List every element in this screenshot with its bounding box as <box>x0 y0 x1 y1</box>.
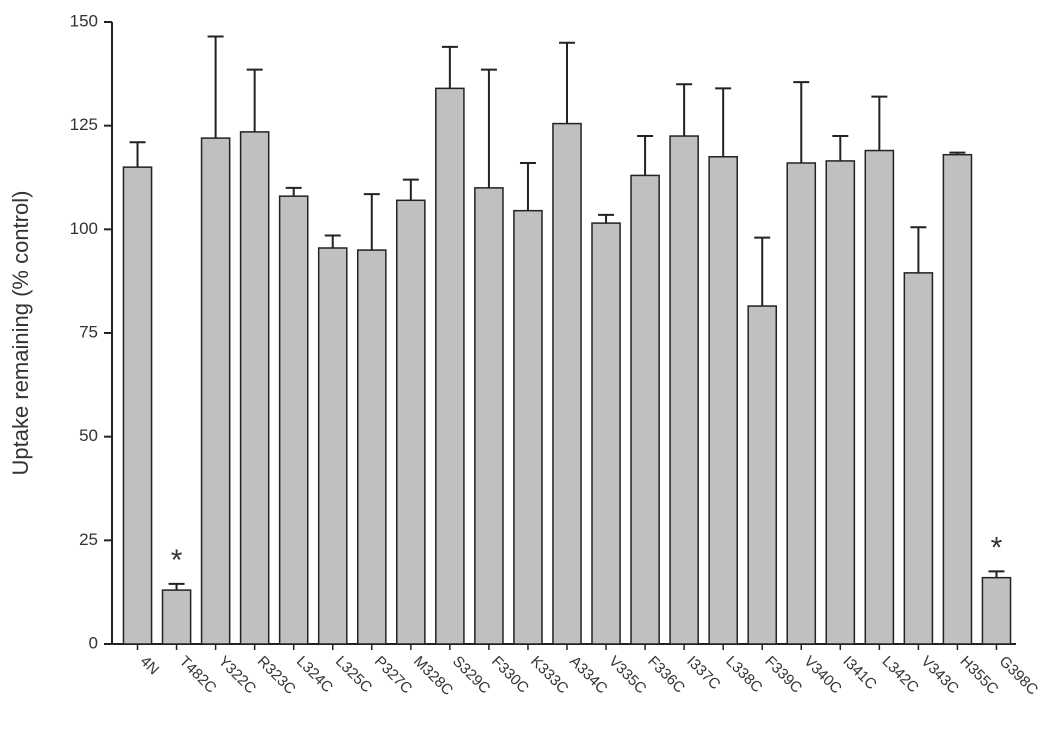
error-bar <box>793 81 810 163</box>
bar <box>591 222 621 645</box>
bar <box>200 137 231 645</box>
x-tick-label: K333C <box>527 653 572 698</box>
bar <box>981 576 1012 645</box>
error-bar <box>363 193 380 251</box>
x-tick-label: T482C <box>176 653 220 697</box>
error-bar <box>988 570 1005 578</box>
bar <box>317 247 348 645</box>
x-tick-label: V335C <box>605 653 650 698</box>
x-tick-label: I337C <box>683 653 723 693</box>
y-axis-label: Uptake remaining (% control) <box>8 191 33 476</box>
error-bar <box>129 141 146 168</box>
error-bar <box>207 35 224 139</box>
x-tick-label: P327C <box>371 653 416 698</box>
bar <box>708 156 738 645</box>
x-tick-label: G398C <box>996 653 1042 699</box>
error-bar <box>480 68 497 188</box>
bar <box>825 160 856 645</box>
error-bar <box>871 95 888 151</box>
bar <box>396 199 426 645</box>
error-bar <box>168 582 185 591</box>
x-tick-label: F330C <box>488 653 532 697</box>
bar <box>786 162 817 645</box>
x-tick-label: 4N <box>137 653 163 679</box>
y-tick-label: 125 <box>70 115 98 134</box>
error-bar <box>285 186 302 197</box>
error-bar <box>246 68 263 132</box>
error-bar <box>637 135 654 176</box>
annotation: * <box>991 531 1003 564</box>
x-tick-label: S329C <box>449 653 494 698</box>
y-tick-label: 150 <box>70 11 98 30</box>
x-tick-label: L338C <box>722 653 765 696</box>
error-bar <box>441 45 458 89</box>
x-tick-label: I341C <box>839 653 879 693</box>
x-tick-label: L325C <box>332 653 375 696</box>
x-tick-label: H355C <box>957 653 1002 698</box>
bar <box>474 187 504 645</box>
x-tick-label: L342C <box>879 653 922 696</box>
bar <box>513 209 543 645</box>
bar <box>942 153 973 645</box>
y-tick-label: 100 <box>70 219 98 238</box>
error-bar <box>910 226 927 273</box>
error-bar <box>402 178 419 201</box>
x-tick-label: L324C <box>293 653 336 696</box>
error-bar <box>754 236 771 307</box>
error-bar <box>598 213 615 224</box>
bar <box>864 149 895 645</box>
error-bar <box>519 161 536 211</box>
error-bar <box>676 83 693 137</box>
x-tick-label: Y322C <box>215 653 260 698</box>
bar <box>903 272 934 645</box>
y-tick-label: 75 <box>79 322 98 341</box>
y-tick-label: 25 <box>79 530 98 549</box>
bar <box>669 135 699 645</box>
x-tick-label: M328C <box>410 653 456 699</box>
error-bar <box>949 151 966 155</box>
bar <box>122 166 153 645</box>
bar <box>356 249 387 645</box>
bar <box>552 122 582 645</box>
x-tick-label: F339C <box>761 653 805 697</box>
x-tick-label: V340C <box>800 653 845 698</box>
x-tick-label: A334C <box>566 653 611 698</box>
x-tick-label: F336C <box>644 653 688 697</box>
bar <box>435 87 465 645</box>
bar <box>278 195 309 645</box>
x-tick-label: V343C <box>918 653 963 698</box>
error-bar <box>715 87 732 157</box>
y-tick-label: 50 <box>79 426 98 445</box>
bar <box>239 131 270 645</box>
error-bar <box>559 41 575 124</box>
annotation: * <box>171 544 183 577</box>
bar <box>630 174 660 645</box>
y-tick-label: 0 <box>89 633 98 652</box>
error-bar <box>832 135 849 161</box>
bar <box>161 589 192 645</box>
error-bar <box>324 234 341 248</box>
x-tick-label: R323C <box>254 653 299 698</box>
bar <box>747 305 778 645</box>
